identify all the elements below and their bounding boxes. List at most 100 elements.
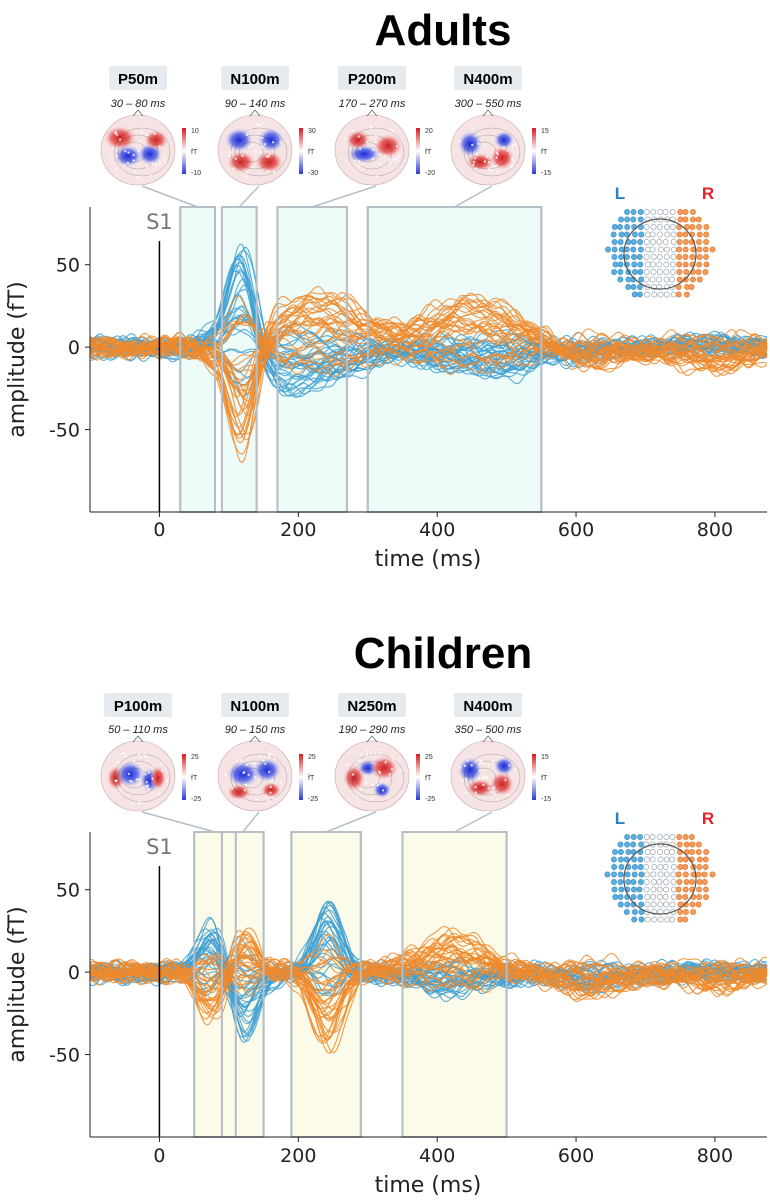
sensor-dot — [682, 276, 689, 283]
colorbar — [299, 128, 303, 174]
sensor-dot — [702, 269, 709, 275]
sensor-dot — [650, 879, 657, 885]
colorbar-unit: fT — [541, 149, 548, 156]
contour-line — [471, 767, 497, 789]
sensor-dot — [677, 864, 684, 870]
sensor-dot — [644, 901, 651, 908]
trace-r — [89, 329, 768, 364]
hemisphere-right-label: R — [702, 809, 714, 828]
connector-line — [141, 185, 198, 208]
sensor-dot — [268, 754, 271, 757]
sensor-dot — [132, 759, 136, 763]
sensor-dot — [381, 789, 385, 792]
sensor-dot — [359, 147, 362, 150]
sensor-dot — [265, 155, 268, 158]
sensor-dot — [670, 291, 677, 298]
sensor-dot — [357, 135, 360, 138]
sensor-dot — [682, 886, 689, 893]
sensor-dot — [262, 759, 265, 762]
trace-r — [89, 925, 768, 1054]
sensor-dot — [126, 161, 130, 164]
x-tick-label: 400 — [419, 1145, 455, 1167]
colorbar-min: -15 — [541, 170, 551, 177]
sensor-dot — [492, 760, 495, 763]
sensor-dot — [630, 879, 637, 885]
sensor-dot — [657, 871, 664, 878]
sensor-dot — [650, 901, 657, 908]
sensor-dot — [471, 127, 474, 131]
positive-field — [370, 756, 398, 780]
sensor-dot — [483, 160, 486, 163]
colorbar-min: -15 — [541, 796, 551, 803]
colorbar-min: -30 — [308, 170, 318, 177]
sensor-dot — [378, 153, 382, 156]
sensor-dot — [355, 795, 358, 799]
sensor-dot — [151, 162, 154, 165]
sensor-dot — [153, 132, 156, 136]
sensor-dot — [663, 849, 670, 855]
sensor-dot — [618, 886, 625, 893]
sensor-dot — [373, 752, 377, 755]
sensor-dot — [682, 894, 689, 900]
sensor-dot — [669, 849, 675, 855]
nose — [249, 735, 261, 743]
x-tick-label: 200 — [280, 519, 316, 541]
colorbar — [416, 128, 420, 174]
component-label-box — [338, 66, 406, 90]
sensor-dot — [630, 841, 637, 848]
panel-title: Children — [354, 629, 532, 678]
component-time-range: 170 – 270 ms — [339, 98, 406, 110]
hemisphere-left-label: L — [615, 184, 625, 203]
sensor-dot — [637, 246, 644, 253]
sensor-dot — [379, 752, 382, 755]
sensor-dot — [663, 834, 670, 840]
sensor-dot — [657, 291, 664, 298]
component-time-range: 190 – 290 ms — [339, 724, 406, 736]
sensor-dot — [703, 224, 710, 230]
sensor-dot — [677, 216, 684, 223]
sensor-dot — [656, 886, 663, 893]
colorbar-unit: fT — [425, 775, 432, 782]
sensor-dot — [638, 871, 645, 878]
sensor-dot — [682, 864, 689, 870]
sensor-dot — [669, 276, 676, 283]
sensor-dot — [617, 224, 623, 230]
trace-r — [89, 301, 768, 416]
sensor-dot — [663, 901, 670, 908]
sensor-dot — [138, 140, 141, 143]
component-label-box — [221, 66, 289, 90]
sensor-dot — [279, 141, 282, 144]
sensor-dot — [267, 799, 270, 803]
sensor-dot — [636, 284, 643, 290]
sensor-dot — [115, 133, 119, 136]
sensor-dot — [617, 276, 624, 283]
sensor-dot — [481, 761, 484, 765]
sensor-dot — [378, 770, 381, 773]
colorbar-min: -10 — [191, 170, 201, 177]
sensor-dot — [496, 798, 499, 801]
positive-field — [374, 134, 402, 158]
panel-adults: Adults S1 50 0 -50 0 200 400 600 800 time (ms) ampl… — [5, 6, 768, 572]
trace-r — [89, 930, 767, 1044]
sensor-dot — [491, 170, 494, 173]
nose — [132, 735, 144, 743]
sensor-dot — [471, 143, 474, 147]
sensor-dot — [656, 224, 663, 230]
sensor-dot — [355, 163, 358, 166]
trace-r — [89, 932, 768, 1037]
sensor-dot — [677, 209, 684, 215]
sensor-dot — [689, 224, 696, 230]
sensor-dot — [247, 773, 250, 776]
sensor-dot — [273, 170, 276, 174]
sensor-dot — [663, 856, 670, 863]
sensor-dot — [630, 246, 637, 253]
sensor-dot — [121, 752, 124, 755]
sensor-dot — [160, 762, 163, 765]
connector-line — [454, 811, 493, 833]
sensor-dot — [637, 269, 644, 275]
component-time-range: 350 – 500 ms — [455, 724, 522, 736]
sensor-dot — [470, 764, 473, 767]
sensor-dot — [371, 783, 374, 786]
sensor-dot — [676, 254, 683, 260]
